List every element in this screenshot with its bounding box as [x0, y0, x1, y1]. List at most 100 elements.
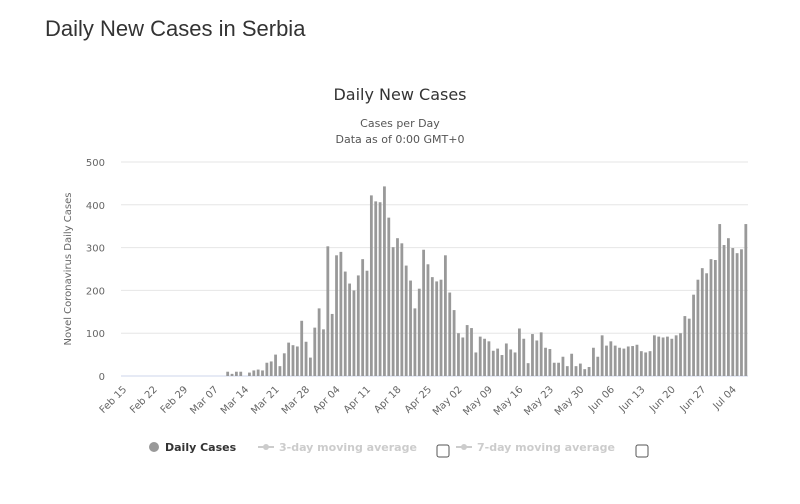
bar-Jul 01[interactable] [718, 224, 722, 376]
bar-Apr 11[interactable] [365, 270, 369, 376]
bar-Apr 26[interactable] [430, 277, 434, 376]
bar-Apr 01[interactable] [322, 329, 325, 376]
bar-Jun 07[interactable] [613, 345, 617, 376]
bar-Jun 05[interactable] [605, 345, 608, 376]
bar-Jun 26[interactable] [696, 279, 700, 376]
bar-Mar 12[interactable] [234, 371, 238, 376]
bar-May 10[interactable] [491, 350, 495, 376]
bar-Mar 29[interactable] [309, 357, 312, 376]
bar-Apr 17[interactable] [391, 247, 395, 376]
bar-May 18[interactable] [526, 363, 530, 376]
bar-Jun 18[interactable] [661, 337, 665, 376]
bar-Jul 05[interactable] [735, 253, 739, 376]
bar-Mar 13[interactable] [239, 371, 243, 376]
bar-Apr 23[interactable] [417, 288, 421, 376]
bar-Apr 07[interactable] [348, 283, 351, 376]
bar-Apr 12[interactable] [369, 195, 373, 376]
bar-Jun 08[interactable] [618, 347, 621, 376]
bar-Jun 25[interactable] [692, 294, 695, 376]
bar-Mar 24[interactable] [287, 342, 291, 376]
bar-Jun 29[interactable] [709, 259, 713, 376]
bar-Apr 14[interactable] [378, 202, 382, 376]
bar-Mar 22[interactable] [278, 366, 282, 376]
bar-Jun 17[interactable] [657, 336, 661, 376]
bar-Jul 04[interactable] [731, 248, 735, 376]
bar-May 01[interactable] [452, 310, 456, 376]
bar-Jun 02[interactable] [592, 347, 595, 376]
legend-3-day-average[interactable]: 3-day moving average [279, 441, 417, 454]
bar-Apr 15[interactable] [383, 186, 386, 376]
bar-Jun 30[interactable] [713, 260, 717, 376]
bar-May 20[interactable] [535, 340, 539, 376]
bar-Mar 25[interactable] [291, 345, 295, 376]
bar-Apr 04[interactable] [335, 255, 338, 376]
bar-May 06[interactable] [474, 352, 478, 376]
bar-May 27[interactable] [565, 366, 569, 376]
bar-May 08[interactable] [483, 338, 486, 376]
bar-May 28[interactable] [570, 353, 574, 376]
bar-May 09[interactable] [487, 341, 491, 376]
bar-May 30[interactable] [578, 363, 582, 376]
bar-May 07[interactable] [478, 336, 482, 376]
bar-Apr 27[interactable] [435, 281, 439, 376]
bar-Mar 19[interactable] [265, 362, 269, 376]
bar-May 12[interactable] [500, 355, 504, 376]
bar-May 25[interactable] [557, 362, 560, 376]
bar-Mar 26[interactable] [295, 346, 299, 376]
bar-Jun 04[interactable] [600, 335, 604, 376]
bar-Jun 27[interactable] [700, 268, 704, 376]
bar-May 31[interactable] [583, 369, 587, 376]
bar-Apr 05[interactable] [339, 251, 343, 376]
bar-May 24[interactable] [552, 362, 556, 376]
bar-Apr 20[interactable] [404, 265, 408, 376]
bar-May 19[interactable] [531, 334, 534, 376]
bar-Apr 02[interactable] [326, 246, 330, 376]
bar-Apr 10[interactable] [361, 259, 365, 376]
bar-May 29[interactable] [574, 366, 578, 376]
bar-Mar 30[interactable] [313, 327, 317, 376]
bar-Mar 20[interactable] [269, 361, 273, 376]
bar-Jun 03[interactable] [596, 356, 600, 376]
bar-Apr 21[interactable] [409, 280, 412, 376]
bar-Mar 23[interactable] [282, 353, 286, 376]
bar-Jun 20[interactable] [670, 338, 674, 376]
legend-checkbox-7-day[interactable] [635, 444, 649, 458]
bar-Jun 01[interactable] [587, 367, 591, 376]
bar-Mar 18[interactable] [261, 370, 264, 376]
bar-Jun 09[interactable] [622, 348, 626, 376]
bar-May 15[interactable] [513, 352, 517, 376]
bar-Apr 30[interactable] [448, 292, 452, 376]
bar-Mar 28[interactable] [304, 341, 308, 376]
bar-Mar 10[interactable] [226, 371, 230, 376]
bar-Mar 31[interactable] [317, 308, 321, 376]
bar-Apr 19[interactable] [400, 243, 404, 376]
bar-Apr 09[interactable] [356, 275, 360, 376]
bar-May 13[interactable] [504, 343, 508, 376]
bar-May 04[interactable] [465, 325, 469, 376]
bar-Jun 24[interactable] [687, 318, 691, 376]
bar-Jun 11[interactable] [631, 346, 635, 376]
bar-Jun 10[interactable] [626, 346, 630, 376]
bar-May 16[interactable] [518, 328, 521, 376]
bar-May 17[interactable] [522, 338, 526, 376]
bar-Apr 18[interactable] [396, 238, 399, 376]
bar-Jun 06[interactable] [609, 341, 613, 376]
bar-Jun 14[interactable] [644, 352, 648, 376]
bar-Apr 28[interactable] [439, 279, 443, 376]
bar-Mar 27[interactable] [300, 320, 304, 376]
bar-May 03[interactable] [461, 337, 465, 376]
bar-Jul 06[interactable] [740, 249, 743, 376]
bar-May 21[interactable] [539, 332, 543, 376]
bar-Apr 03[interactable] [330, 313, 334, 376]
bar-Mar 11[interactable] [230, 373, 234, 376]
bar-Jun 19[interactable] [666, 336, 669, 376]
bar-Mar 16[interactable] [252, 370, 256, 376]
bar-Jun 22[interactable] [679, 333, 682, 376]
bar-Apr 08[interactable] [352, 290, 356, 376]
bar-May 11[interactable] [496, 348, 500, 376]
bar-Apr 06[interactable] [343, 271, 347, 376]
bar-May 05[interactable] [470, 328, 473, 376]
bar-Apr 24[interactable] [422, 249, 426, 376]
bar-Jun 28[interactable] [705, 273, 709, 376]
bar-May 23[interactable] [548, 349, 552, 376]
